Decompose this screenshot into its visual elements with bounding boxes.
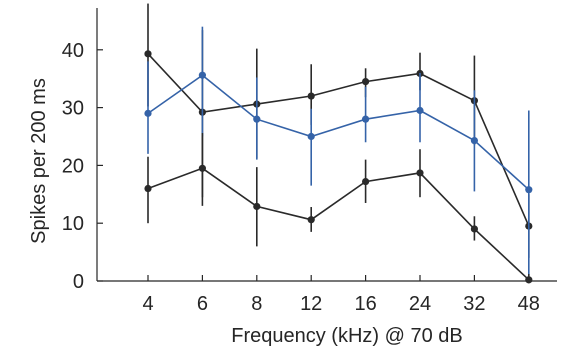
y-tick-label: 10 (62, 213, 84, 235)
x-tick-label: 32 (463, 293, 485, 315)
x-tick-label: 6 (197, 293, 208, 315)
x-ticks: 4 6 8 12 16 24 32 48 (142, 275, 540, 315)
x-axis-label: Frequency (kHz) @ 70 dB (231, 325, 463, 347)
series-line (147, 167, 530, 281)
axes (96, 8, 557, 282)
data-point (307, 92, 315, 100)
x-tick-label: 24 (409, 293, 431, 315)
x-tick-label: 12 (300, 293, 322, 315)
series-line (147, 74, 530, 191)
x-tick-label: 16 (354, 293, 376, 315)
data-point (198, 164, 206, 172)
data-point (144, 184, 152, 193)
y-tick-label: 0 (73, 271, 84, 293)
data-point (470, 136, 478, 145)
data-point (470, 225, 478, 233)
y-tick-label: 40 (62, 40, 84, 62)
data-point (362, 177, 370, 186)
data-point (144, 109, 152, 117)
data-point (525, 276, 533, 284)
data-point (416, 106, 424, 115)
y-ticks: 0 10 20 30 40 (62, 40, 103, 293)
data-point (253, 115, 261, 123)
data-point (362, 77, 370, 86)
data-point (198, 71, 206, 79)
x-tick-label: 4 (142, 293, 153, 315)
y-axis-label: Spikes per 200 ms (28, 78, 50, 244)
y-tick-label: 30 (62, 98, 84, 120)
data-point (525, 186, 533, 194)
y-tick-label: 20 (62, 155, 84, 177)
data-point (362, 115, 370, 123)
data-point (307, 216, 315, 224)
x-tick-label: 48 (518, 293, 540, 315)
series-2 (144, 26, 533, 276)
data-point (253, 202, 261, 211)
data-point (416, 169, 424, 177)
data-point (144, 50, 152, 58)
data-point (307, 132, 315, 141)
x-tick-label: 8 (251, 293, 262, 315)
series-layer (144, 3, 533, 284)
series-3 (144, 133, 533, 284)
series-line (147, 53, 530, 227)
